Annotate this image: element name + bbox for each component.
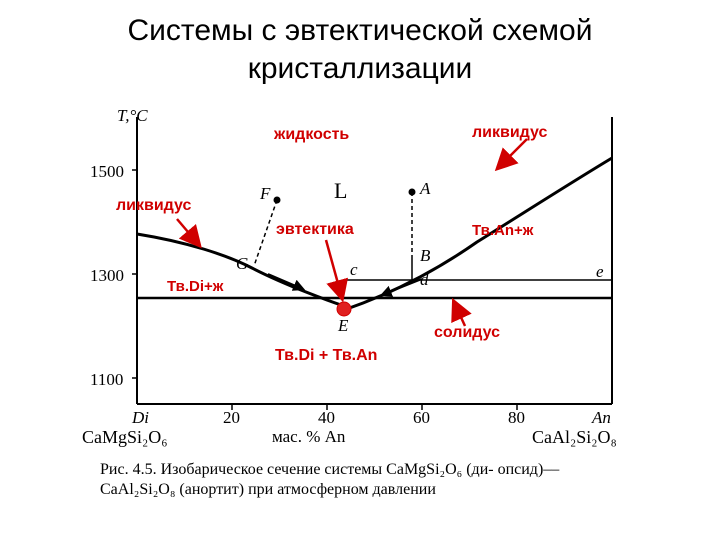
eutectic-point — [337, 302, 351, 316]
annot-diplus: Тв.Di+ж — [167, 278, 223, 295]
annot-anplus: Тв.An+ж — [472, 222, 533, 239]
point-A: A — [420, 179, 430, 199]
annot-liquidus-right: ликвидус — [472, 124, 547, 142]
liquidus-flow-arrow-right — [382, 279, 422, 295]
F-G-dashed — [254, 200, 277, 266]
point-E: E — [338, 316, 348, 336]
arrow-eutectic — [326, 240, 342, 298]
slide-title: Системы с эвтектической схемой кристалли… — [0, 12, 720, 87]
title-line-2: кристаллизации — [248, 52, 473, 85]
annot-eutectic: эвтектика — [276, 221, 354, 239]
figure-caption: Рис. 4.5. Изобарическое сечение системы … — [100, 460, 620, 500]
point-e: e — [596, 262, 604, 282]
x-left-label: Di — [132, 408, 149, 428]
phase-diagram: T,°C 1500 1300 1100 20 40 60 80 Di An ма… — [82, 102, 642, 497]
point-A-dot — [409, 189, 416, 196]
ytick-1500: 1500 — [90, 162, 124, 182]
ytick-1300: 1300 — [90, 266, 124, 286]
left-compound: CaMgSi₂O₆ — [82, 427, 168, 448]
point-B: B — [420, 246, 430, 266]
annot-liquidus-left: ликвидус — [116, 197, 191, 215]
xtick-20: 20 — [223, 408, 240, 428]
region-L: L — [334, 178, 347, 204]
xtick-80: 80 — [508, 408, 525, 428]
annot-solidus: солидус — [434, 324, 500, 342]
right-compound: CaAl₂Si₂O₈ — [532, 427, 617, 448]
xtick-60: 60 — [413, 408, 430, 428]
point-d: d — [420, 270, 429, 290]
point-c: c — [350, 260, 358, 280]
xtick-40: 40 — [318, 408, 335, 428]
ytick-1100: 1100 — [90, 370, 123, 390]
title-line-1: Системы с эвтектической схемой — [128, 14, 593, 47]
x-right-label: An — [592, 408, 611, 428]
point-G: G — [236, 254, 248, 274]
point-F-dot — [274, 197, 281, 204]
y-axis-label: T,°C — [117, 106, 148, 126]
arrow-liquidus-right — [498, 139, 527, 168]
x-axis-label: мас. % An — [272, 427, 345, 447]
annot-two-solid: Тв.Di + Тв.An — [275, 347, 377, 365]
arrow-solidus — [454, 302, 465, 326]
annot-zhidkost: жидкость — [274, 126, 349, 144]
point-F: F — [260, 184, 270, 204]
liquidus-flow-arrow-left — [268, 274, 303, 289]
